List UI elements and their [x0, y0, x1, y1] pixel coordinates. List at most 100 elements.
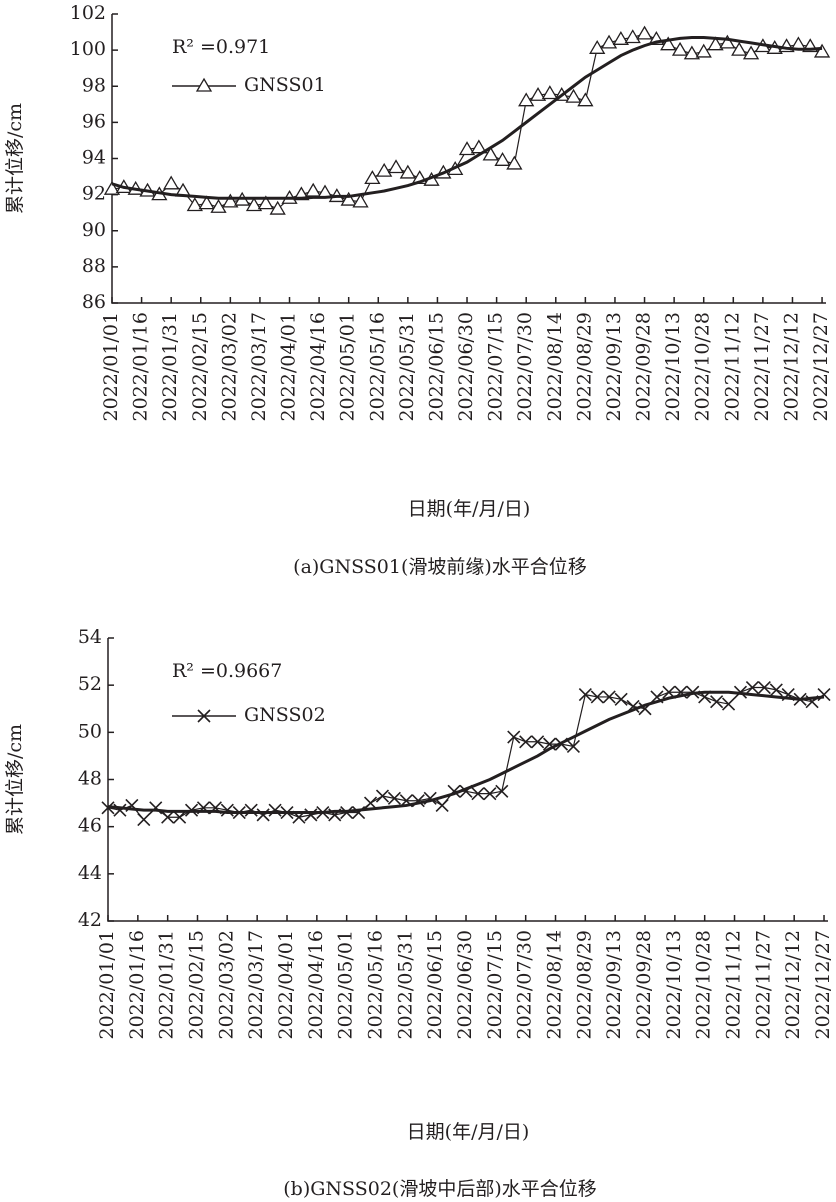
marker — [602, 690, 616, 704]
x-tick-label: 2022/03/17 — [245, 930, 267, 1040]
marker — [757, 680, 771, 695]
x-tick-label: 2022/10/13 — [662, 312, 684, 422]
marker — [435, 798, 449, 813]
marker — [471, 787, 485, 801]
marker — [671, 41, 689, 56]
marker — [721, 697, 736, 711]
marker — [376, 162, 393, 177]
y-tick-label: 102 — [70, 2, 106, 24]
marker — [198, 195, 215, 210]
x-tick-label: 2022/09/28 — [633, 930, 655, 1040]
x-tick-label: 2022/01/31 — [156, 930, 178, 1040]
marker — [660, 36, 677, 51]
marker — [399, 164, 416, 179]
marker — [364, 170, 381, 185]
x-tick-label: 2022/12/27 — [812, 930, 834, 1040]
marker — [541, 85, 558, 100]
marker — [161, 810, 175, 824]
y-tick-label: 98 — [82, 74, 106, 96]
marker — [483, 787, 497, 801]
x-tick-label: 2022/12/12 — [780, 312, 802, 422]
x-tick-label: 2022/08/29 — [573, 312, 595, 422]
marker — [565, 88, 582, 103]
marker — [745, 680, 759, 695]
marker — [269, 200, 286, 215]
x-tick-label: 2022/12/12 — [782, 930, 804, 1040]
x-tick-label: 2022/04/01 — [278, 312, 300, 422]
x-tick-label: 2022/02/15 — [189, 312, 211, 422]
x-tick-label: 2022/11/12 — [723, 930, 745, 1040]
marker — [719, 34, 736, 49]
fit-curve — [111, 35, 823, 200]
marker — [578, 688, 592, 702]
x-tick-label: 2022/08/29 — [573, 930, 595, 1040]
marker — [731, 41, 748, 56]
x-tick-label: 2022/06/30 — [455, 312, 477, 422]
marker — [137, 813, 151, 827]
marker — [519, 735, 533, 749]
x-tick-label: 2022/05/01 — [335, 930, 357, 1040]
annotation: R² =0.971 — [172, 36, 270, 58]
marker — [470, 139, 487, 154]
x-tick-label: 2022/06/15 — [424, 930, 446, 1040]
marker — [707, 36, 724, 51]
x-tick-label: 2022/06/15 — [425, 312, 447, 422]
marker — [222, 193, 239, 208]
annotation: R² =0.9667 — [172, 660, 282, 682]
x-tick-label: 2022/04/16 — [305, 930, 327, 1040]
marker — [257, 195, 274, 210]
x-tick-label: 2022/07/30 — [514, 312, 536, 422]
marker — [589, 40, 606, 54]
x-tick-label: 2022/07/30 — [514, 930, 536, 1040]
y-tick-label: 100 — [70, 38, 106, 60]
x-tick-label: 2022/09/13 — [603, 312, 625, 422]
marker — [495, 784, 509, 798]
x-tick-label: 2022/01/01 — [96, 930, 118, 1040]
marker — [529, 86, 547, 101]
y-tick-label: 88 — [82, 255, 106, 277]
x-tick-label: 2022/03/02 — [215, 930, 237, 1040]
y-tick-label: 46 — [78, 815, 102, 837]
marker — [268, 803, 282, 817]
x-tick-label: 2022/03/02 — [218, 312, 240, 422]
legend-label: GNSS01 — [244, 74, 326, 96]
x-tick-label: 2022/01/16 — [126, 930, 148, 1040]
marker — [577, 92, 594, 107]
legend-marker — [197, 709, 211, 723]
legend-label: GNSS02 — [244, 704, 326, 726]
x-axis-label: 日期(年/月/日) — [408, 498, 531, 520]
y-tick-label: 94 — [82, 147, 106, 169]
marker — [742, 45, 760, 60]
x-tick-label: 2022/01/31 — [159, 312, 181, 422]
x-axis-label: 日期(年/月/日) — [407, 1121, 530, 1143]
x-tick-label: 2022/11/27 — [751, 312, 773, 422]
marker — [506, 155, 523, 170]
x-tick-label: 2022/07/15 — [484, 930, 506, 1040]
marker — [566, 739, 580, 754]
marker — [340, 191, 357, 206]
marker — [387, 159, 405, 174]
marker — [614, 692, 628, 706]
y-tick-label: 42 — [78, 909, 102, 931]
caption: (a)GNSS01(滑坡前缘)水平合位移 — [293, 556, 587, 578]
marker — [256, 808, 270, 822]
marker — [624, 29, 641, 44]
y-axis-label: 累计位移/cm — [4, 103, 26, 214]
y-tick-label: 54 — [78, 626, 102, 648]
x-tick-label: 2022/11/27 — [752, 930, 774, 1040]
marker — [683, 45, 701, 60]
x-tick-label: 2022/04/16 — [307, 312, 329, 422]
x-tick-label: 2022/06/30 — [454, 930, 476, 1040]
legend-marker — [195, 77, 213, 92]
marker — [186, 197, 203, 212]
marker — [103, 180, 121, 195]
x-tick-label: 2022/09/13 — [603, 930, 625, 1040]
marker — [600, 34, 618, 49]
marker — [375, 789, 390, 803]
x-tick-label: 2022/10/13 — [663, 930, 685, 1040]
y-tick-label: 86 — [82, 291, 106, 313]
marker — [163, 175, 180, 190]
x-tick-label: 2022/02/15 — [186, 930, 208, 1040]
y-tick-label: 90 — [82, 219, 106, 241]
